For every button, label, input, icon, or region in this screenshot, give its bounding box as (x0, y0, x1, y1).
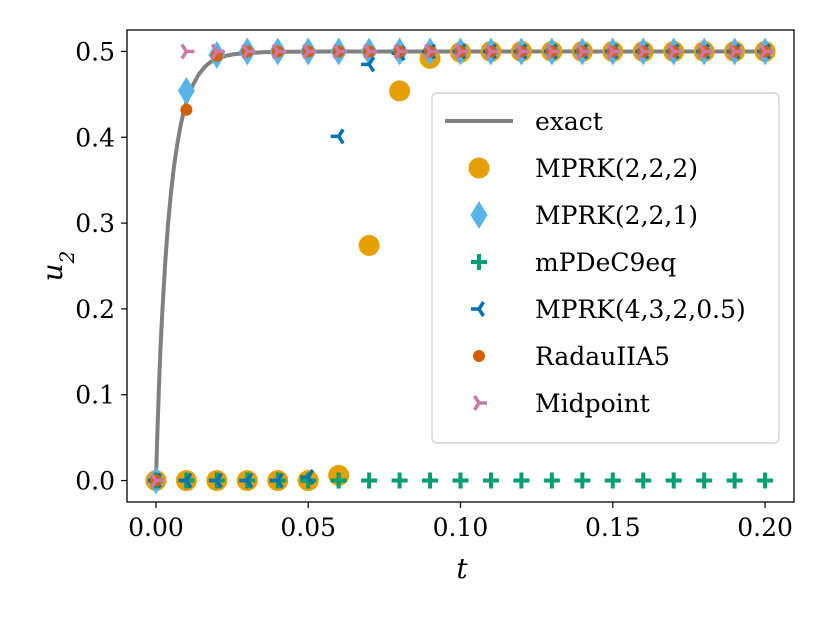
data-point (178, 77, 195, 105)
x-tick-label: 0.10 (433, 513, 489, 542)
legend-label: mPDeC9eq (535, 248, 676, 277)
data-point (389, 80, 410, 101)
data-point (182, 44, 195, 58)
x-tick-label: 0.20 (737, 513, 793, 542)
y-axis: 0.0 0.1 0.2 0.3 0.4 0.5 (75, 37, 127, 495)
legend-label: Midpoint (535, 389, 650, 418)
data-point (666, 473, 682, 489)
data-point (359, 235, 380, 256)
legend-label: RadauIIA5 (535, 342, 670, 371)
y-tick-label: 0.3 (75, 209, 115, 238)
data-point (483, 473, 499, 489)
y-tick-label: 0.0 (75, 467, 115, 496)
y-tick-label: 0.5 (75, 37, 115, 66)
data-point (422, 473, 438, 489)
data-point (696, 473, 712, 489)
data-point (513, 473, 529, 489)
legend: exact MPRK(2,2,2) MPRK(2,2,1) mPDeC9eq MPRK(… (432, 93, 779, 443)
data-point (544, 473, 560, 489)
data-point (392, 473, 408, 489)
solution-chart: 0.00 0.05 0.10 0.15 0.20 0.00.10.20.30.40.5 … (0, 0, 830, 623)
x-tick-label: 0.15 (585, 513, 641, 542)
legend-label: MPRK(4,3,2,0.5) (535, 295, 746, 324)
data-point (605, 473, 621, 489)
y-tick-label: 0.4 (75, 123, 115, 152)
y-axis-label: u2 (36, 251, 79, 282)
legend-marker-swatch (473, 350, 485, 362)
y-tick-label: 0.2 (75, 295, 115, 324)
legend-label: MPRK(2,2,2) (535, 154, 698, 183)
y-tick-label: 0.1 (75, 381, 115, 410)
data-point (635, 473, 651, 489)
x-tick-label: 0.00 (128, 513, 184, 542)
legend-label: MPRK(2,2,1) (535, 201, 698, 230)
x-axis-label: t (456, 552, 468, 585)
data-point (180, 104, 192, 116)
legend-marker-swatch (469, 158, 490, 179)
data-point (727, 473, 743, 489)
legend-label: exact (535, 107, 603, 136)
data-point (361, 473, 377, 489)
x-tick-label: 0.05 (280, 513, 336, 542)
data-point (453, 473, 469, 489)
data-point (757, 473, 773, 489)
data-point (574, 473, 590, 489)
data-point (331, 129, 344, 143)
x-axis: 0.00 0.05 0.10 0.15 0.20 (128, 502, 793, 542)
